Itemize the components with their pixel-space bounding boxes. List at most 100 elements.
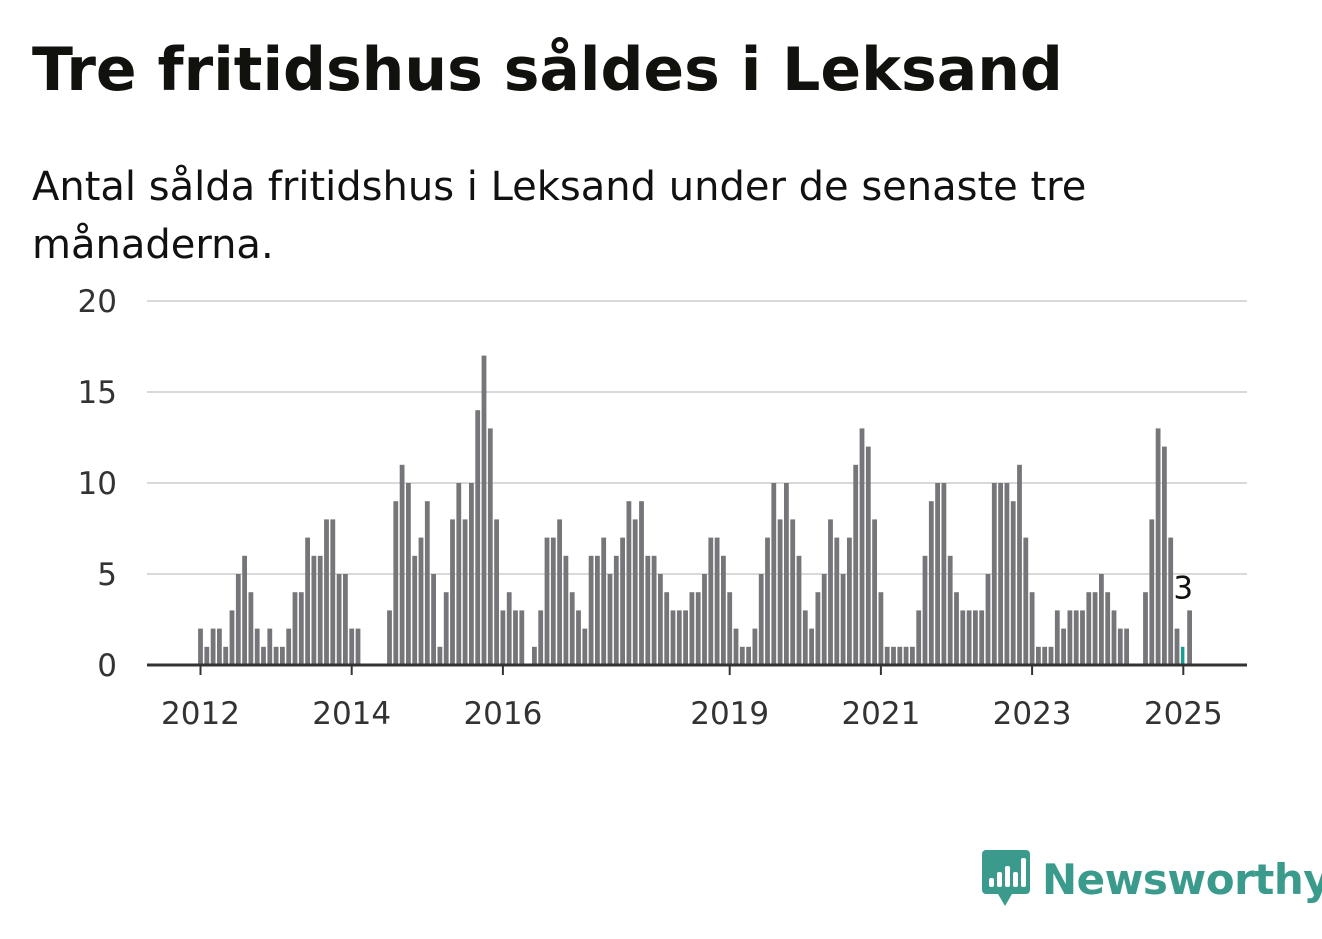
bar — [311, 555, 317, 665]
bar — [727, 592, 733, 665]
bar — [935, 483, 940, 665]
x-axis — [147, 663, 1247, 675]
bar — [708, 537, 714, 665]
bar — [739, 646, 745, 665]
bar — [254, 628, 260, 665]
bar — [658, 574, 663, 665]
bar — [802, 610, 808, 665]
bar — [834, 537, 840, 665]
bars — [198, 355, 1192, 665]
bar — [582, 628, 588, 665]
bar — [721, 555, 726, 665]
bar — [664, 592, 670, 665]
x-axis-labels: 2012 2014 2016 2019 2021 2023 2025 — [161, 696, 1223, 732]
bar — [1073, 610, 1079, 665]
bar — [563, 555, 569, 665]
bar — [985, 574, 991, 665]
bar — [538, 610, 544, 665]
bar — [550, 537, 556, 665]
x-tick-label: 2019 — [690, 696, 769, 732]
bar — [607, 574, 613, 665]
bar — [1092, 592, 1098, 665]
x-tick-label: 2021 — [841, 696, 920, 732]
bar — [714, 537, 720, 665]
bar — [305, 537, 310, 665]
bar — [859, 428, 865, 665]
bar — [475, 410, 481, 665]
bar — [1067, 610, 1073, 665]
bar — [399, 464, 405, 665]
bar — [456, 483, 462, 665]
bar — [569, 592, 575, 665]
bar — [267, 628, 273, 665]
bar — [840, 574, 846, 665]
y-tick-label: 15 — [78, 375, 117, 411]
bar — [853, 464, 859, 665]
bar — [1174, 628, 1180, 665]
bar — [393, 501, 399, 665]
gridlines — [147, 300, 1247, 575]
bar — [878, 592, 884, 665]
bar — [273, 646, 279, 665]
bar — [998, 483, 1003, 665]
bar — [676, 610, 682, 665]
bar — [242, 555, 247, 665]
bar — [217, 628, 222, 665]
bar — [777, 519, 783, 665]
bar — [487, 428, 493, 665]
bar — [1187, 610, 1192, 665]
newsworthy-logo-icon — [982, 850, 1030, 906]
bar — [758, 574, 764, 665]
bar — [639, 501, 644, 665]
bar — [821, 574, 827, 665]
bar — [544, 537, 550, 665]
brand-logo: Newsworthy — [982, 848, 1322, 910]
bar — [418, 537, 424, 665]
bar — [317, 555, 323, 665]
bar — [613, 555, 619, 665]
bar — [979, 610, 985, 665]
bar — [884, 646, 890, 665]
bar — [1080, 610, 1085, 665]
bar — [1149, 519, 1155, 665]
bar — [387, 610, 392, 665]
bar — [1124, 628, 1129, 665]
y-tick-label: 20 — [78, 284, 117, 320]
bar — [1155, 428, 1161, 665]
bar-chart: 0 5 10 15 20 2012 2014 2016 2019 2021 2023 2025 3 — [78, 284, 1247, 732]
bar — [626, 501, 632, 665]
x-tick-label: 2014 — [312, 696, 391, 732]
bar — [1042, 646, 1048, 665]
bar — [1017, 464, 1022, 665]
bar — [1054, 610, 1060, 665]
bar — [620, 537, 625, 665]
bar — [1023, 537, 1029, 665]
bar — [1004, 483, 1010, 665]
y-axis-labels: 0 5 10 15 20 — [78, 284, 117, 684]
x-tick-label: 2016 — [463, 696, 542, 732]
bar — [632, 519, 638, 665]
bar — [973, 610, 978, 665]
bar — [437, 646, 443, 665]
bar — [355, 628, 361, 665]
bar — [1162, 446, 1167, 665]
bar — [916, 610, 922, 665]
bar — [809, 628, 814, 665]
bar — [695, 592, 701, 665]
bar — [462, 519, 468, 665]
bar — [891, 646, 896, 665]
bar — [928, 501, 934, 665]
bar — [519, 610, 525, 665]
y-tick-label: 5 — [97, 557, 117, 593]
bar — [746, 646, 751, 665]
bar — [1111, 610, 1117, 665]
bar — [595, 555, 600, 665]
bar — [292, 592, 298, 665]
bar — [683, 610, 688, 665]
bar — [1010, 501, 1016, 665]
bar — [910, 646, 915, 665]
bar — [494, 519, 499, 665]
bar — [670, 610, 676, 665]
bar — [229, 610, 235, 665]
bar — [1105, 592, 1111, 665]
